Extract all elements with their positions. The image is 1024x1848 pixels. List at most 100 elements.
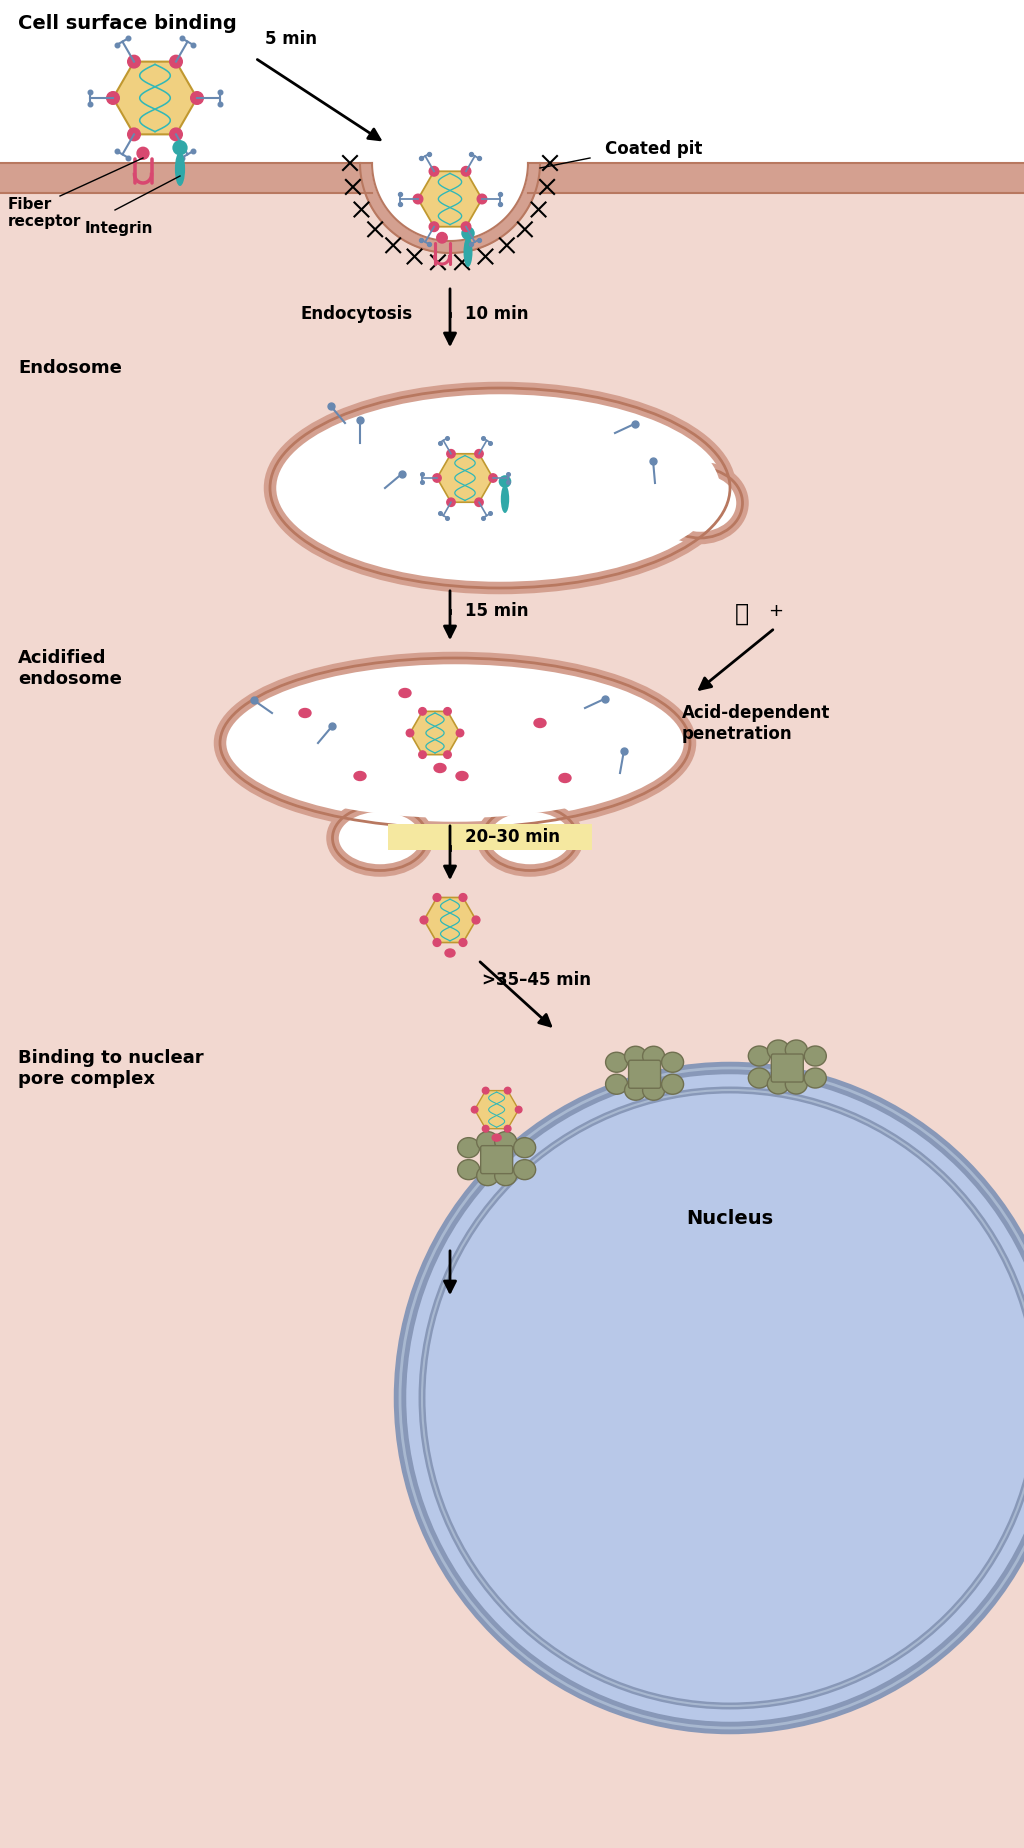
Circle shape <box>499 477 511 488</box>
FancyBboxPatch shape <box>771 1055 803 1083</box>
Text: Nucleus: Nucleus <box>686 1209 773 1227</box>
Ellipse shape <box>495 1133 517 1151</box>
Circle shape <box>443 752 452 760</box>
Ellipse shape <box>625 1081 646 1101</box>
Circle shape <box>419 708 426 715</box>
Text: 20–30 min: 20–30 min <box>465 828 560 846</box>
Circle shape <box>106 92 120 105</box>
Circle shape <box>400 1068 1024 1728</box>
Ellipse shape <box>445 950 455 957</box>
Ellipse shape <box>270 388 730 590</box>
Ellipse shape <box>476 1166 499 1186</box>
Text: Coated pit: Coated pit <box>605 140 702 157</box>
Circle shape <box>429 168 439 177</box>
Polygon shape <box>372 164 528 242</box>
Ellipse shape <box>333 806 427 870</box>
Ellipse shape <box>534 719 546 728</box>
Ellipse shape <box>662 1053 684 1072</box>
Circle shape <box>482 1125 488 1133</box>
Ellipse shape <box>399 689 411 699</box>
FancyBboxPatch shape <box>528 164 1024 194</box>
Ellipse shape <box>625 1046 646 1066</box>
Ellipse shape <box>220 658 690 828</box>
Ellipse shape <box>749 1046 770 1066</box>
Circle shape <box>477 196 486 205</box>
Text: Cell surface binding: Cell surface binding <box>18 15 237 33</box>
Ellipse shape <box>785 1074 807 1094</box>
Circle shape <box>446 451 456 458</box>
Ellipse shape <box>514 1161 536 1181</box>
FancyBboxPatch shape <box>0 164 372 194</box>
Circle shape <box>461 224 471 233</box>
Circle shape <box>190 92 204 105</box>
Circle shape <box>505 1125 511 1133</box>
Ellipse shape <box>493 1135 501 1142</box>
Circle shape <box>433 475 441 482</box>
Ellipse shape <box>476 1133 499 1151</box>
Polygon shape <box>410 711 460 756</box>
Circle shape <box>488 475 498 482</box>
Circle shape <box>482 1088 488 1094</box>
Text: 10 min: 10 min <box>465 305 528 323</box>
Polygon shape <box>113 63 197 135</box>
Ellipse shape <box>662 1076 684 1094</box>
Circle shape <box>437 233 447 244</box>
Ellipse shape <box>643 1081 665 1101</box>
Circle shape <box>459 894 467 902</box>
Ellipse shape <box>456 772 468 782</box>
Circle shape <box>128 55 140 68</box>
Text: Fiber
receptor: Fiber receptor <box>8 198 81 229</box>
Text: Acid-dependent
penetration: Acid-dependent penetration <box>682 704 830 743</box>
Text: Acidified
endosome: Acidified endosome <box>18 649 122 687</box>
Text: Binding to nuclear
pore complex: Binding to nuclear pore complex <box>18 1048 204 1087</box>
Ellipse shape <box>464 238 472 268</box>
Circle shape <box>515 1107 522 1112</box>
FancyBboxPatch shape <box>480 1146 513 1173</box>
Text: Ⓗ: Ⓗ <box>735 602 750 626</box>
Ellipse shape <box>605 1053 628 1072</box>
Circle shape <box>407 730 414 737</box>
Text: 15 min: 15 min <box>465 602 528 619</box>
Circle shape <box>137 148 148 161</box>
Ellipse shape <box>482 806 578 870</box>
Ellipse shape <box>514 1138 536 1159</box>
Text: Endocytosis: Endocytosis <box>300 305 412 323</box>
Circle shape <box>475 499 483 506</box>
Circle shape <box>170 55 182 68</box>
Polygon shape <box>424 898 476 942</box>
FancyBboxPatch shape <box>629 1061 660 1088</box>
Ellipse shape <box>657 469 742 540</box>
Ellipse shape <box>804 1046 826 1066</box>
Ellipse shape <box>559 774 571 784</box>
Circle shape <box>461 168 471 177</box>
Circle shape <box>433 939 441 946</box>
Ellipse shape <box>767 1040 790 1061</box>
Ellipse shape <box>605 1076 628 1094</box>
Bar <box>0 0 1024 194</box>
Circle shape <box>505 1088 511 1094</box>
Ellipse shape <box>354 772 366 782</box>
Circle shape <box>446 499 456 506</box>
FancyBboxPatch shape <box>388 824 592 850</box>
Ellipse shape <box>299 710 311 719</box>
Circle shape <box>170 129 182 142</box>
Circle shape <box>475 451 483 458</box>
Ellipse shape <box>458 1161 479 1181</box>
Circle shape <box>429 224 439 233</box>
Text: Endosome: Endosome <box>18 359 122 377</box>
Polygon shape <box>360 164 540 253</box>
Circle shape <box>459 939 467 946</box>
Ellipse shape <box>501 486 509 514</box>
Ellipse shape <box>643 1046 665 1066</box>
Circle shape <box>422 1090 1024 1706</box>
Text: 5 min: 5 min <box>265 30 317 48</box>
Ellipse shape <box>767 1074 790 1094</box>
Ellipse shape <box>280 399 720 578</box>
Ellipse shape <box>175 153 185 187</box>
Circle shape <box>471 1107 478 1112</box>
Circle shape <box>443 708 452 715</box>
Circle shape <box>457 730 464 737</box>
Polygon shape <box>437 455 493 503</box>
Ellipse shape <box>804 1068 826 1088</box>
Circle shape <box>433 894 441 902</box>
